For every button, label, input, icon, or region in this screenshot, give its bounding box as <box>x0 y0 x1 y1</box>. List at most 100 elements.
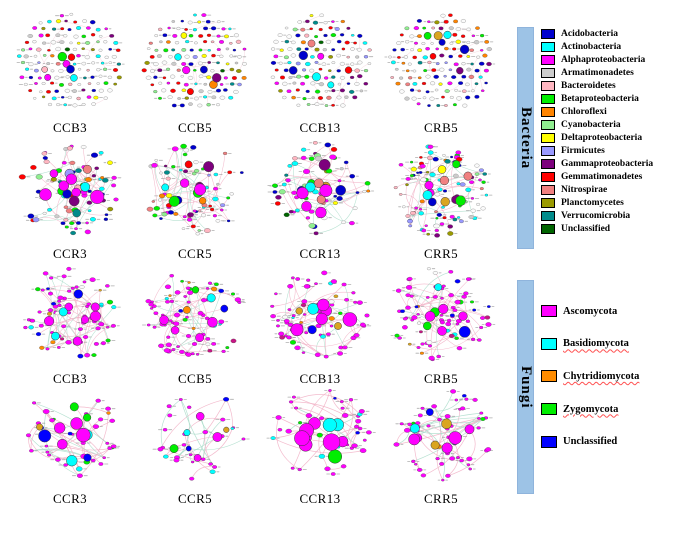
panel-bacteria-ccb5: CCB5 <box>137 8 253 135</box>
legend-item: Unclassified <box>541 425 639 458</box>
fungi-section-title: Fungi <box>518 365 534 409</box>
legend-item: Firmicutes <box>541 144 653 157</box>
network-nodes <box>394 267 492 362</box>
legend-color-swatch <box>541 67 555 78</box>
panel-label: CCB13 <box>299 371 341 386</box>
network-nodes <box>270 270 370 359</box>
panel-fungi-crb5: CRB5 <box>383 259 499 386</box>
bacteria-section-title: Bacteria <box>518 106 534 170</box>
legend-label: Firmicutes <box>561 145 605 156</box>
network-nodes <box>23 266 117 359</box>
legend-color-swatch <box>541 93 555 104</box>
network-nodes <box>272 141 371 236</box>
legend-label: Deltaproteobacteria <box>561 132 643 143</box>
legend-item: Alphaproteobacteria <box>541 53 653 66</box>
network-canvas <box>18 144 122 236</box>
panel-fungi-ccb5: CCB5 <box>137 259 253 386</box>
panel-bacteria-ccr13: CCR13 <box>262 134 378 261</box>
legend-item: Actinobacteria <box>541 40 653 53</box>
legend-label: Chloroflexi <box>561 106 607 117</box>
legend-item: Cyanobacteria <box>541 118 653 131</box>
network-nodes <box>26 398 117 478</box>
network-nodes <box>141 13 247 108</box>
network-nodes <box>145 274 242 357</box>
legend-label: Nitrospirae <box>561 185 608 196</box>
network-canvas <box>393 144 493 238</box>
legend-label: Unclassified <box>563 436 618 448</box>
panel-bacteria-ccb13: CCB13 <box>262 8 378 135</box>
panel-bacteria-ccb3: CCB3 <box>12 8 128 135</box>
legend-color-swatch <box>541 435 557 448</box>
legend-color-swatch <box>541 132 555 143</box>
legend-item: Gammaproteobacteria <box>541 157 653 170</box>
network-canvas <box>393 389 493 482</box>
panel-bacteria-crb5: CRB5 <box>383 8 499 135</box>
network-canvas <box>23 266 121 359</box>
panel-label: CCB5 <box>177 120 213 135</box>
legend-color-swatch <box>541 41 555 52</box>
legend-color-swatch <box>541 80 555 91</box>
bacteria-section-bar: Bacteria <box>517 27 534 249</box>
panel-bacteria-ccr5: CCR5 <box>137 134 253 261</box>
network-edges <box>389 15 487 92</box>
legend-label: Acidobacteria <box>561 28 618 39</box>
legend-item: Nitrospirae <box>541 184 653 197</box>
panel-bacteria-crr5: CRR5 <box>383 134 499 261</box>
network-nodes <box>393 389 492 482</box>
legend-color-swatch <box>541 198 555 209</box>
legend-item: Zygomycota <box>541 393 639 426</box>
legend-label: Verrucomicrobia <box>561 211 631 222</box>
panel-label: CCR5 <box>177 246 213 261</box>
network-canvas <box>267 141 375 236</box>
panel-fungi-ccr13: CCR13 <box>262 379 378 506</box>
legend-item: Armatimonadetes <box>541 66 653 79</box>
panel-label: CRB5 <box>423 371 459 386</box>
legend-item: Bacteroidetes <box>541 79 653 92</box>
network-edges <box>151 146 230 234</box>
panel-label: CRR5 <box>423 246 459 261</box>
panel-fungi-ccb13: CCB13 <box>262 259 378 386</box>
panel-fungi-ccr3: CCR3 <box>12 379 128 506</box>
panel-label: CCR3 <box>52 246 88 261</box>
legend-color-swatch <box>541 106 555 117</box>
panel-label: CCB5 <box>177 371 213 386</box>
node-label-dashes <box>266 390 376 475</box>
legend-color-swatch <box>541 158 555 169</box>
network-canvas <box>152 397 250 481</box>
legend-label: Unclassified <box>561 224 611 235</box>
legend-label: Zygomycota <box>563 403 619 415</box>
network-canvas <box>16 12 125 108</box>
panel-label: CCR13 <box>299 246 341 261</box>
node-label-dashes <box>384 21 496 106</box>
legend-label: Ascomycota <box>563 305 618 317</box>
legend-item: Deltaproteobacteria <box>541 131 653 144</box>
legend-label: Planctomycetes <box>561 198 624 209</box>
network-canvas <box>384 13 496 108</box>
network-nodes <box>270 13 372 108</box>
bacteria-legend: Acidobacteria Actinobacteria Alphaproteoba… <box>541 27 653 236</box>
panel-fungi-ccb3: CCB3 <box>12 259 128 386</box>
network-canvas <box>266 389 376 476</box>
panel-label: CRR5 <box>423 491 459 506</box>
panel-label: CRB5 <box>423 120 459 135</box>
legend-color-swatch <box>541 119 555 130</box>
legend-label: Gammaproteobacteria <box>561 158 654 169</box>
legend-label: Gemmatimonadetes <box>561 172 643 183</box>
legend-color-swatch <box>541 337 557 350</box>
legend-label: Alphaproteobacteria <box>561 54 646 65</box>
legend-color-swatch <box>541 145 555 156</box>
network-nodes <box>157 397 246 481</box>
panel-label: CCB13 <box>299 120 341 135</box>
network-canvas <box>141 13 247 108</box>
legend-label: Chytridiomycota <box>563 370 640 382</box>
network-canvas <box>270 270 372 359</box>
panel-label: CCB3 <box>52 120 88 135</box>
legend-item: Chloroflexi <box>541 105 653 118</box>
legend-color-swatch <box>541 28 555 39</box>
legend-color-swatch <box>541 370 557 383</box>
legend-color-swatch <box>541 185 555 196</box>
legend-color-swatch <box>541 305 557 318</box>
legend-item: Chytridiomycota <box>541 360 639 393</box>
legend-item: Basidiomycota <box>541 328 639 361</box>
